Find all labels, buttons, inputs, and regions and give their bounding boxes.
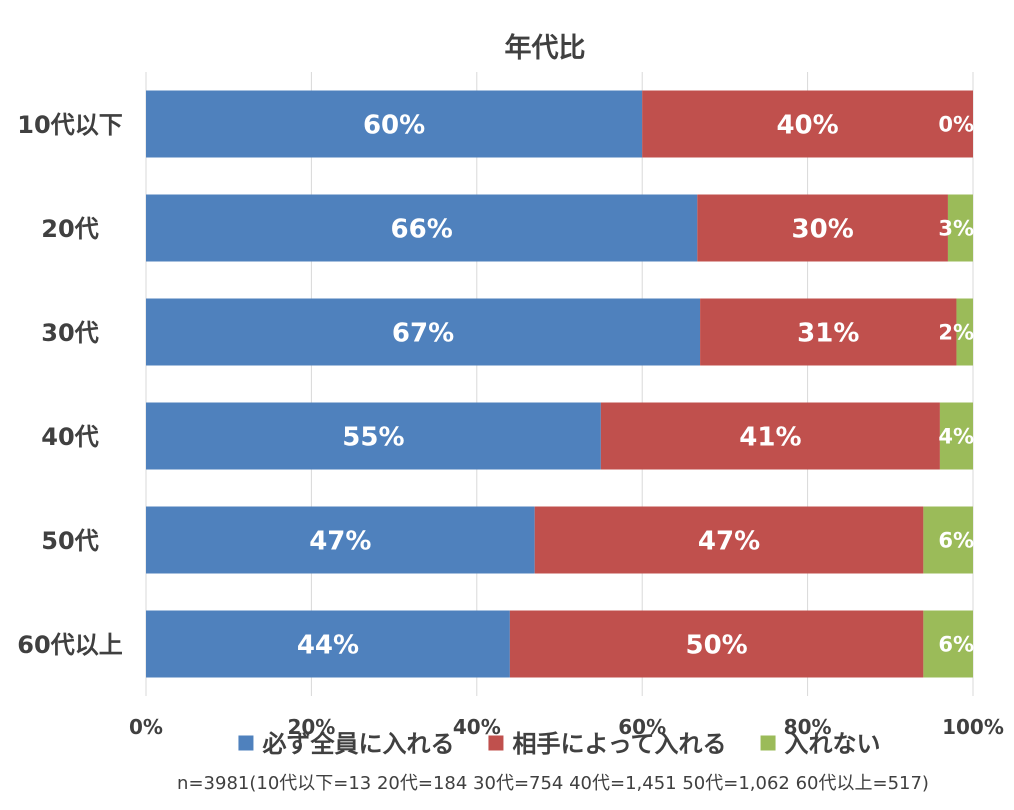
x-tick-label: 0% — [129, 715, 163, 739]
bar-segment — [146, 402, 601, 470]
category-label: 50代 — [41, 527, 98, 555]
legend-item: 入れない — [760, 730, 881, 758]
bar-segment — [697, 194, 948, 262]
bar-segment — [146, 506, 535, 574]
legend-label: 入れない — [785, 730, 881, 758]
bar-segment — [947, 194, 973, 262]
bar-segment — [939, 402, 973, 470]
bar-segment — [923, 506, 973, 574]
data-label: 67% — [392, 318, 454, 348]
category-labels: 10代以下 20代 30代 40代 50代 60代以上 — [17, 111, 122, 659]
data-label: 3% — [938, 217, 974, 241]
data-label: 31% — [797, 318, 859, 348]
bar-segment — [534, 506, 924, 574]
data-label: 55% — [342, 422, 404, 452]
category-label: 20代 — [41, 215, 98, 243]
x-axis-tick-labels: 0% 20% 40% 60% 80% 100% — [129, 715, 1004, 739]
bar-segment — [146, 194, 698, 262]
data-label: 60% — [363, 110, 425, 140]
bars: 60% 40% 0% 66% 30% 3% 67% 31% 2% 55% 41% 4% 47% 47% 6%… — [146, 90, 974, 678]
bar-segment — [146, 90, 643, 158]
legend: 必ず全員に入れる 相手によって入れる 入れない — [238, 730, 881, 758]
legend-label: 必ず全員に入れる — [262, 730, 454, 758]
data-label: 0% — [938, 113, 974, 137]
bar-segment — [700, 298, 957, 366]
x-tick-label: 100% — [942, 715, 1004, 739]
category-label: 30代 — [41, 319, 98, 347]
x-tick-label: 20% — [287, 715, 335, 739]
data-label: 44% — [297, 630, 359, 660]
bar-segment — [600, 402, 940, 470]
legend-swatch — [238, 735, 254, 751]
data-label: 47% — [309, 526, 371, 556]
data-label: 50% — [686, 630, 748, 660]
bar-segment — [509, 610, 924, 678]
data-label: 40% — [776, 110, 838, 140]
bar-segment — [923, 610, 973, 678]
legend-swatch — [760, 735, 776, 751]
data-label: 6% — [938, 529, 974, 553]
data-label: 4% — [938, 425, 974, 449]
chart-title: 年代比 — [505, 32, 586, 64]
x-tick-label: 80% — [784, 715, 832, 739]
legend-label: 相手によって入れる — [512, 730, 726, 758]
category-label: 40代 — [41, 423, 98, 451]
bar-segment — [642, 90, 973, 158]
data-label: 47% — [698, 526, 760, 556]
bar-segment — [146, 298, 701, 366]
data-label: 30% — [792, 214, 854, 244]
x-tick-label: 40% — [453, 715, 501, 739]
data-label: 6% — [938, 633, 974, 657]
data-label: 41% — [739, 422, 801, 452]
gridlines — [145, 72, 974, 696]
legend-swatch — [488, 735, 504, 751]
category-label: 10代以下 — [17, 111, 122, 139]
data-label: 2% — [938, 321, 974, 345]
bar-segment — [146, 610, 510, 678]
legend-item: 相手によって入れる — [488, 730, 727, 758]
sample-size-note: n=3981(10代以下=13 20代=184 30代=754 40代=1,45… — [177, 773, 929, 794]
data-label: 66% — [391, 214, 453, 244]
legend-item: 必ず全員に入れる — [238, 730, 454, 758]
bar-segment — [956, 298, 973, 366]
category-label: 60代以上 — [17, 631, 122, 659]
x-tick-label: 60% — [618, 715, 666, 739]
